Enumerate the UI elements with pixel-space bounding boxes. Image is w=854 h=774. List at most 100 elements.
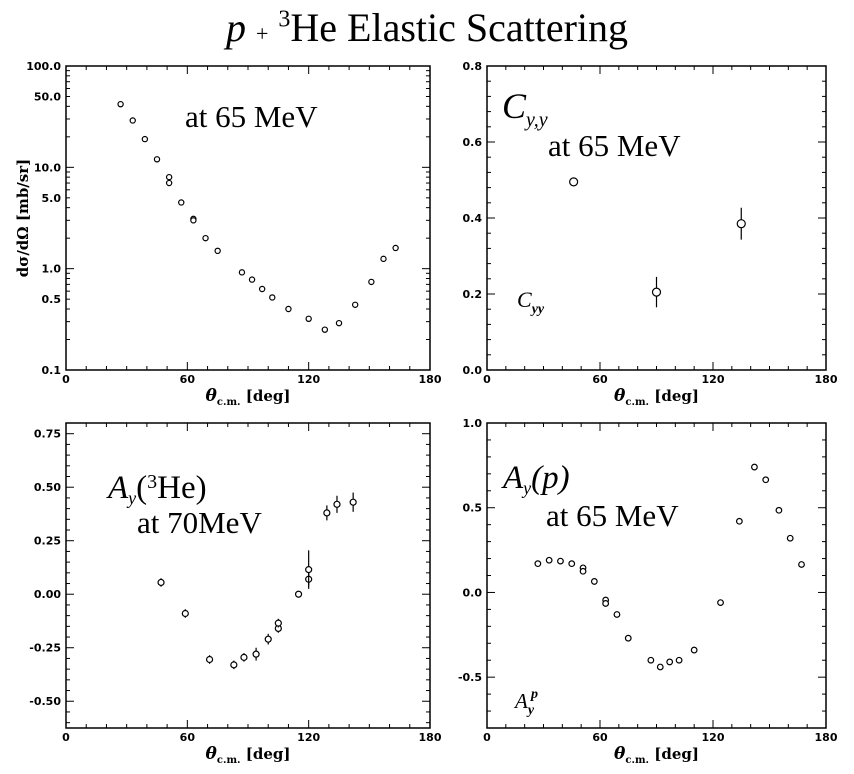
data-point <box>735 517 743 525</box>
y-tick-label: 0.1 <box>42 364 62 377</box>
data-point <box>141 135 149 143</box>
chart-main-title: p + 3He Elastic Scattering <box>0 4 854 51</box>
y-axis-label: dσ/dΩ [mb/sr] <box>14 159 32 277</box>
y-tick-label: 0.5 <box>463 502 483 515</box>
data-point <box>181 609 189 618</box>
plot-frame <box>65 422 431 729</box>
data-point <box>202 234 209 242</box>
x-tick-label: 0 <box>483 731 491 744</box>
x-axis-label: θc.m. [deg] <box>206 744 291 766</box>
data-point <box>305 315 312 323</box>
cyy-panel: 0 60 120 180 θc.m. [deg] 0.0 0.2 0.4 0.6 0.8 Cy,y… <box>463 60 838 408</box>
y-tick-label: -0.25 <box>29 642 61 655</box>
data-point <box>178 199 185 206</box>
data-point <box>190 217 197 224</box>
annotation-ayp-title: Ay(p) <box>501 460 570 498</box>
y-tick-label: 0.0 <box>463 586 483 599</box>
y-tick-label: 5.0 <box>42 192 62 205</box>
title-p: p <box>225 5 246 50</box>
data-point <box>335 319 343 327</box>
data-point <box>117 100 124 108</box>
data-point <box>165 173 173 181</box>
data-point <box>240 653 248 661</box>
y-tick-label: 0.0 <box>463 364 483 377</box>
y-tick-label: 0.00 <box>34 588 61 601</box>
data-point <box>349 498 357 506</box>
x-tick-label: 0 <box>483 373 491 386</box>
data-point <box>613 611 621 618</box>
data-point <box>258 285 266 293</box>
data-point <box>333 500 341 508</box>
annotation-ay3he-title: Ay(3He) <box>106 470 207 508</box>
data-point <box>205 655 214 664</box>
data-point <box>285 305 292 313</box>
y-tick-label: 0.8 <box>463 60 483 73</box>
title-plus: + <box>255 21 269 46</box>
x-tick-label: 60 <box>180 373 196 386</box>
x-axis-label: θc.m. [deg] <box>614 744 699 766</box>
x-tick-label: 120 <box>297 373 320 386</box>
data-point <box>666 658 674 666</box>
x-tick-label: 60 <box>592 373 608 386</box>
annotation-energy: at 65 MeV <box>546 498 679 533</box>
annotation-energy: at 65 MeV <box>185 99 318 134</box>
data-point <box>775 506 783 514</box>
x-tick-label: 120 <box>702 373 725 386</box>
data-point <box>569 177 579 187</box>
x-tick-label: 120 <box>702 731 725 744</box>
data-point <box>274 619 282 627</box>
y-tick-label: 0.5 <box>42 293 62 306</box>
data-point <box>351 301 359 308</box>
data-point <box>368 278 375 286</box>
data-point <box>153 156 161 163</box>
x-tick-label: 0 <box>62 731 70 744</box>
cross-section-panel: 0 60 120 180 θc.m. [deg] 0.1 0.5 1.0 5.0 10.0 50.0… <box>14 60 442 408</box>
data-point <box>269 294 276 301</box>
title-sup: 3 <box>278 6 291 33</box>
x-tick-label: 180 <box>419 373 442 386</box>
data-point <box>762 476 770 484</box>
y-tick-label: 1.0 <box>42 263 62 276</box>
data-point <box>647 656 655 664</box>
annotation-energy: at 65 MeV <box>548 128 681 163</box>
y-tick-label: 0.50 <box>34 481 61 494</box>
annotation-cyy-title: Cy,y <box>502 86 548 131</box>
x-tick-label: 60 <box>180 731 196 744</box>
data-point <box>798 561 805 568</box>
data-point <box>305 566 313 574</box>
y-tick-label: -0.50 <box>29 695 61 708</box>
data-point <box>656 663 664 671</box>
x-tick-label: 60 <box>592 731 608 744</box>
y-tick-label: 1.0 <box>463 417 483 430</box>
data-point <box>129 117 136 124</box>
y-tick-label: -0.5 <box>458 671 482 684</box>
ay-3he-panel: 0 60 120 180 θc.m. [deg] -0.50 -0.25 0.00 0.25 0.… <box>29 422 442 766</box>
y-tick-label: 0.2 <box>463 288 483 301</box>
data-point <box>248 276 256 283</box>
y-tick-label: 50.0 <box>34 91 61 104</box>
data-point <box>230 661 238 669</box>
y-tick-label: 0.6 <box>463 136 483 149</box>
x-tick-label: 120 <box>297 731 320 744</box>
data-point <box>264 635 272 643</box>
data-point <box>294 590 303 598</box>
data-point <box>214 247 221 255</box>
data-point <box>751 463 758 471</box>
series-label-ayp: Ayp <box>513 687 538 718</box>
y-tick-label: 0.25 <box>34 535 61 548</box>
data-point <box>590 578 598 585</box>
data-point <box>323 509 331 517</box>
data-point <box>545 556 553 564</box>
data-point <box>238 269 246 276</box>
data-point <box>392 244 399 252</box>
y-tick-label: 100.0 <box>26 60 61 73</box>
data-point <box>602 600 610 607</box>
data-point <box>675 656 683 664</box>
data-point <box>717 599 724 607</box>
y-tick-label: 0.4 <box>463 212 483 225</box>
data-point <box>557 557 564 565</box>
data-point <box>579 567 587 575</box>
data-point <box>321 326 329 333</box>
